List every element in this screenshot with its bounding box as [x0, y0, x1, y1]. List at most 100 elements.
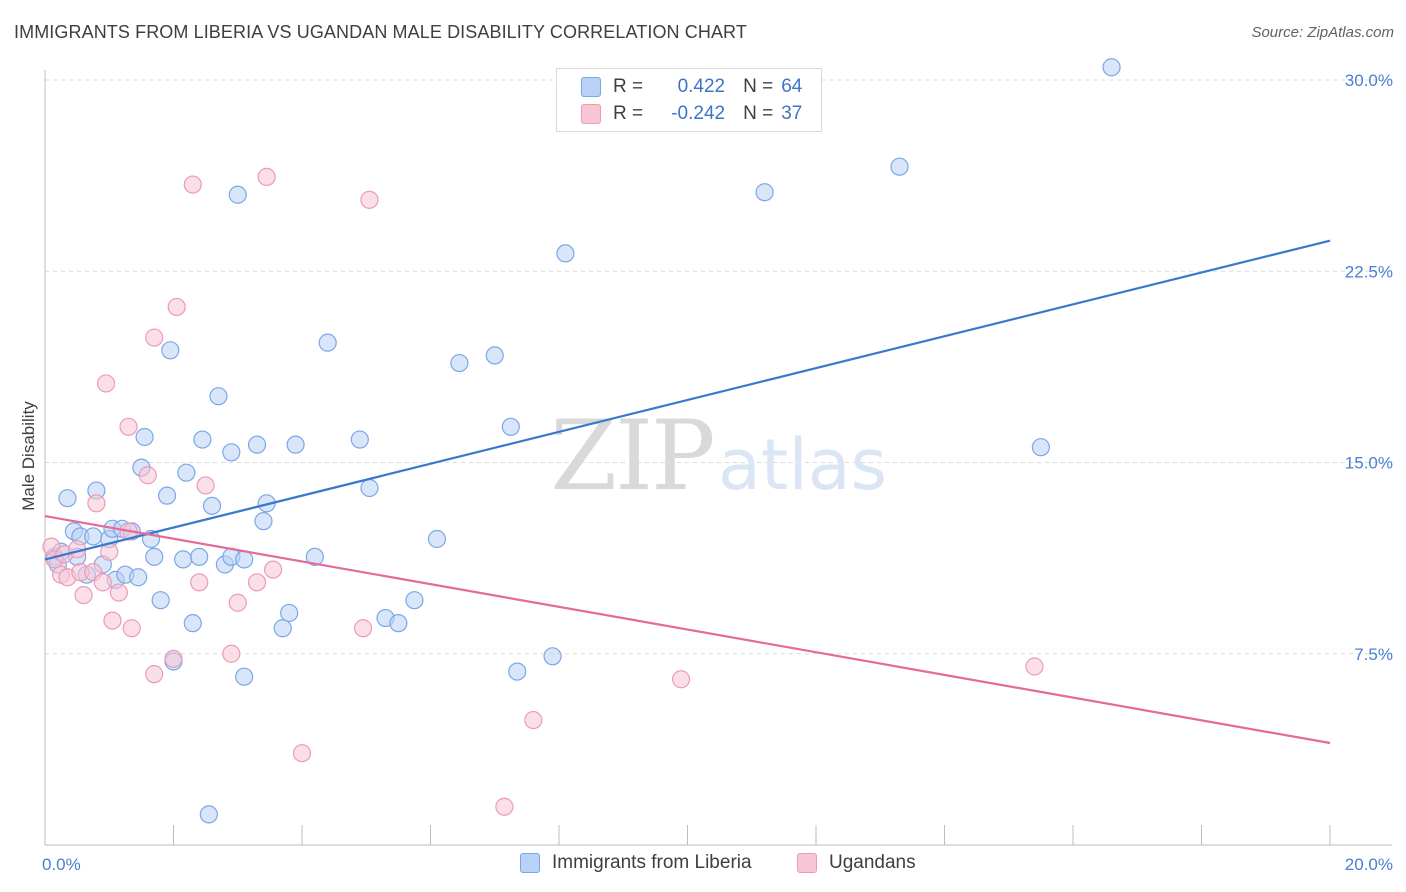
- ugandan-point: [103, 611, 122, 630]
- stats-legend: R = 0.422 N = 64 R = -0.242 N = 37: [556, 68, 822, 132]
- grid-lines: [45, 79, 1392, 655]
- ugandan-point: [183, 175, 202, 194]
- ugandan-point: [145, 665, 164, 684]
- liberia-point: [405, 591, 424, 610]
- legend-item-ugandans: Ugandans: [797, 852, 916, 874]
- axes: [44, 70, 1392, 846]
- liberia-swatch: [581, 77, 601, 97]
- liberia-swatch: [520, 853, 540, 873]
- y-axis-label: Male Disability: [19, 401, 38, 511]
- ugandan-point: [93, 573, 112, 592]
- trend-lines: [44, 239, 1331, 745]
- ugandan-point: [222, 644, 241, 663]
- ugandan-point: [122, 619, 141, 638]
- ugandans-swatch: [581, 104, 601, 124]
- y-tick-label: 30.0%: [1345, 71, 1393, 90]
- liberia-point: [58, 489, 77, 508]
- y-tick-label: 22.5%: [1345, 262, 1393, 281]
- r-value: 0.422: [677, 76, 726, 97]
- ugandan-point: [145, 328, 164, 347]
- liberia-point: [174, 550, 193, 569]
- watermark-zip: ZIP: [550, 400, 713, 512]
- liberia-point: [135, 427, 154, 447]
- r-label: R =: [613, 103, 644, 124]
- liberia-point: [177, 463, 196, 482]
- ugandan-point: [119, 417, 138, 436]
- ugandan-point: [671, 670, 691, 689]
- r-value: -0.242: [671, 103, 726, 124]
- liberia-point: [145, 547, 164, 566]
- liberia-point: [755, 183, 774, 202]
- stats-row-ugandans: R = -0.242 N = 37: [581, 102, 802, 126]
- liberia-point: [199, 805, 218, 824]
- x-tick-label: 0.0%: [42, 855, 81, 874]
- ugandan-point: [74, 585, 93, 605]
- liberia-point: [209, 387, 228, 406]
- liberia-point: [350, 430, 369, 449]
- stats-row-liberia: R = 0.422 N = 64: [581, 75, 802, 99]
- liberia-point: [508, 662, 527, 681]
- liberia-point: [501, 417, 520, 436]
- liberia-point: [318, 333, 337, 352]
- liberia-point: [543, 647, 562, 666]
- ugandan-point: [87, 494, 106, 513]
- liberia-point: [280, 603, 299, 623]
- ugandan-point: [96, 374, 116, 393]
- ugandans-swatch: [797, 853, 817, 873]
- chart-title: IMMIGRANTS FROM LIBERIA VS UGANDAN MALE …: [14, 22, 747, 42]
- liberia-point: [254, 512, 273, 531]
- source-label: Source: ZipAtlas.com: [1251, 24, 1394, 41]
- ugandan-point: [292, 744, 312, 763]
- liberia-point: [247, 435, 267, 454]
- tick-labels: 7.5% 15.0% 22.5% 30.0% 0.0% 20.0%: [42, 71, 1393, 874]
- liberia-point: [1102, 58, 1121, 77]
- ugandan-point: [164, 649, 183, 668]
- r-label: R =: [613, 76, 644, 97]
- ugandan-point: [263, 560, 283, 579]
- n-label: N =: [743, 103, 774, 124]
- liberia-point: [235, 550, 254, 569]
- liberia-point: [273, 619, 292, 638]
- liberia-point: [84, 527, 103, 546]
- y-tick-label: 7.5%: [1354, 645, 1393, 664]
- liberia-trend-line: [44, 239, 1331, 561]
- ugandan-point: [196, 476, 215, 495]
- ugandan-point: [190, 573, 209, 592]
- ugandan-point: [257, 167, 276, 186]
- liberia-point: [157, 486, 177, 505]
- liberia-point: [286, 435, 305, 454]
- liberia-point: [151, 591, 170, 610]
- y-tick-label: 15.0%: [1345, 454, 1393, 473]
- ugandan-point: [228, 593, 247, 612]
- x-tick-label: 20.0%: [1345, 855, 1393, 874]
- ugandan-point: [138, 466, 157, 485]
- liberia-point: [427, 529, 447, 549]
- liberia-point: [228, 185, 247, 204]
- liberia-point: [183, 614, 202, 633]
- liberia-point: [1031, 438, 1050, 457]
- ugandan-point: [1025, 657, 1044, 676]
- watermark: ZIP atlas: [550, 400, 887, 512]
- liberia-point: [485, 346, 504, 365]
- liberia-point: [305, 547, 324, 566]
- legend-label: Ugandans: [829, 852, 916, 873]
- liberia-point: [193, 430, 212, 449]
- liberia-point: [129, 568, 148, 587]
- ugandan-point: [524, 710, 543, 730]
- liberia-point: [890, 157, 909, 176]
- legend-label: Immigrants from Liberia: [552, 852, 752, 873]
- n-value: 37: [781, 103, 803, 124]
- liberia-point: [556, 244, 575, 263]
- ugandan-point: [353, 619, 373, 638]
- liberia-point: [161, 341, 180, 360]
- liberia-point: [202, 496, 222, 515]
- ugandan-point: [247, 573, 267, 592]
- ugandan-point: [495, 797, 514, 816]
- ugandan-point: [109, 583, 128, 602]
- liberia-point: [190, 547, 209, 566]
- ugandan-trend-line: [44, 514, 1331, 745]
- liberia-point: [235, 667, 254, 686]
- liberia-point: [389, 614, 408, 633]
- liberia-point: [360, 478, 379, 498]
